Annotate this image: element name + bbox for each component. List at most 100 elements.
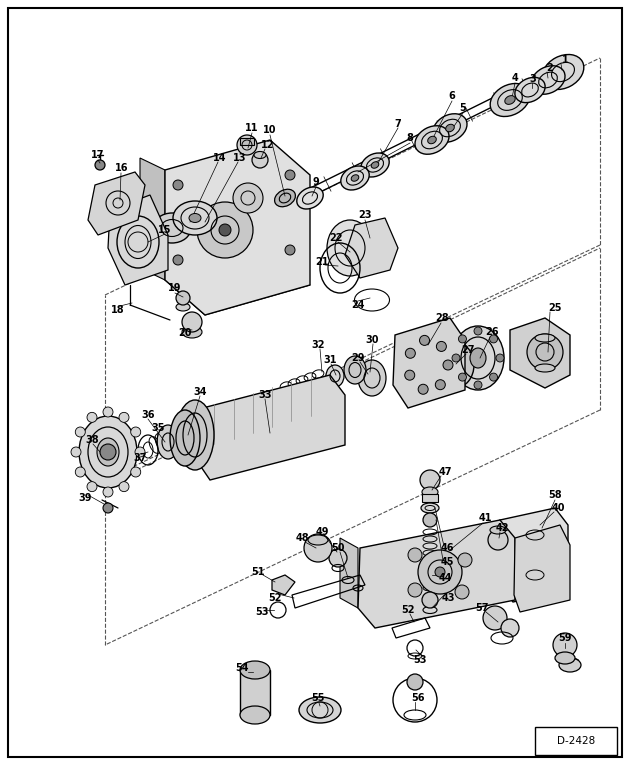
- Circle shape: [100, 444, 116, 460]
- Ellipse shape: [79, 416, 137, 488]
- Text: 26: 26: [485, 327, 499, 337]
- Ellipse shape: [297, 187, 323, 209]
- Circle shape: [407, 674, 423, 690]
- Ellipse shape: [173, 201, 217, 235]
- Text: 4: 4: [512, 73, 518, 83]
- Ellipse shape: [344, 356, 366, 384]
- Circle shape: [87, 412, 97, 422]
- Text: 23: 23: [358, 210, 372, 220]
- Circle shape: [173, 180, 183, 190]
- Text: 16: 16: [115, 163, 129, 173]
- Text: 9: 9: [312, 177, 319, 187]
- Ellipse shape: [341, 166, 369, 190]
- Ellipse shape: [254, 151, 266, 158]
- Ellipse shape: [157, 425, 179, 459]
- Circle shape: [103, 407, 113, 417]
- Circle shape: [76, 427, 85, 437]
- Text: 52: 52: [268, 593, 282, 603]
- Text: 28: 28: [435, 313, 449, 323]
- Text: 24: 24: [352, 300, 365, 310]
- Circle shape: [103, 487, 113, 497]
- Text: 19: 19: [168, 283, 181, 293]
- Text: 5: 5: [460, 103, 466, 113]
- Text: 51: 51: [251, 567, 265, 577]
- Text: 7: 7: [394, 119, 401, 129]
- Ellipse shape: [433, 114, 467, 142]
- Text: 52: 52: [401, 605, 415, 615]
- Circle shape: [135, 447, 145, 457]
- Polygon shape: [340, 538, 358, 608]
- Text: 53: 53: [413, 655, 427, 665]
- Ellipse shape: [515, 77, 545, 103]
- Circle shape: [237, 135, 257, 155]
- Text: 13: 13: [233, 153, 247, 163]
- Ellipse shape: [361, 153, 389, 177]
- Circle shape: [408, 548, 422, 562]
- Circle shape: [285, 245, 295, 255]
- Ellipse shape: [189, 213, 201, 223]
- Ellipse shape: [358, 360, 386, 396]
- Circle shape: [304, 534, 332, 562]
- Circle shape: [71, 447, 81, 457]
- Ellipse shape: [505, 96, 515, 104]
- Ellipse shape: [452, 326, 504, 390]
- Ellipse shape: [428, 136, 437, 144]
- Text: 1: 1: [561, 55, 568, 65]
- Text: 44: 44: [438, 573, 452, 583]
- Polygon shape: [165, 250, 310, 315]
- Circle shape: [527, 334, 563, 370]
- Bar: [535, 727, 617, 755]
- Text: 56: 56: [411, 693, 425, 703]
- Text: 30: 30: [365, 335, 379, 345]
- Ellipse shape: [176, 303, 190, 311]
- Ellipse shape: [182, 326, 202, 338]
- Ellipse shape: [342, 577, 354, 584]
- Text: 15: 15: [158, 225, 172, 235]
- Text: 59: 59: [558, 633, 572, 643]
- Circle shape: [408, 583, 422, 597]
- Ellipse shape: [176, 400, 214, 470]
- Text: 41: 41: [478, 513, 492, 523]
- Text: 18: 18: [111, 305, 125, 315]
- Circle shape: [483, 606, 507, 630]
- Circle shape: [176, 291, 190, 305]
- Text: 32: 32: [311, 340, 324, 350]
- Text: 17: 17: [91, 150, 105, 160]
- Ellipse shape: [299, 697, 341, 723]
- Text: 3: 3: [530, 74, 536, 84]
- Circle shape: [76, 467, 85, 477]
- Circle shape: [405, 348, 415, 358]
- Ellipse shape: [308, 535, 328, 545]
- Text: 10: 10: [263, 125, 277, 135]
- Bar: [240, 138, 254, 145]
- Circle shape: [329, 549, 347, 567]
- Ellipse shape: [240, 706, 270, 724]
- Bar: [240, 670, 270, 715]
- Circle shape: [435, 567, 445, 577]
- Circle shape: [490, 335, 498, 343]
- Polygon shape: [195, 375, 345, 480]
- Text: 50: 50: [331, 543, 345, 553]
- Circle shape: [423, 513, 437, 527]
- Circle shape: [488, 530, 508, 550]
- Circle shape: [119, 482, 129, 492]
- Polygon shape: [510, 318, 570, 388]
- Circle shape: [233, 183, 263, 213]
- Circle shape: [119, 412, 129, 422]
- Text: 2: 2: [547, 63, 553, 73]
- Polygon shape: [140, 158, 165, 280]
- Text: 45: 45: [440, 557, 454, 567]
- Circle shape: [130, 427, 140, 437]
- Bar: [422, 494, 438, 502]
- Circle shape: [173, 255, 183, 265]
- Circle shape: [474, 327, 482, 335]
- Circle shape: [285, 170, 295, 180]
- Circle shape: [459, 373, 466, 381]
- Text: 12: 12: [261, 140, 275, 150]
- Circle shape: [420, 470, 440, 490]
- Circle shape: [443, 360, 453, 370]
- Ellipse shape: [490, 83, 530, 116]
- Text: 48: 48: [295, 533, 309, 543]
- Ellipse shape: [559, 658, 581, 672]
- Circle shape: [435, 379, 445, 389]
